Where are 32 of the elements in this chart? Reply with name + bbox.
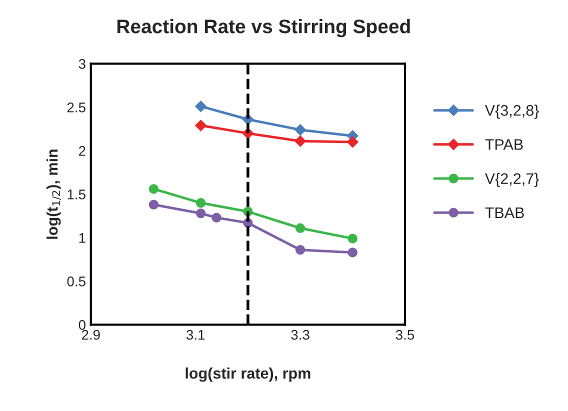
x-tick-label: 2.9 <box>82 330 100 340</box>
y-tick-label: 0 <box>78 320 86 330</box>
point <box>295 245 306 255</box>
point <box>294 124 306 136</box>
point <box>347 136 358 148</box>
y-tick-label: 1.5 <box>68 190 86 200</box>
point <box>348 234 358 244</box>
y-tick-label: 2 <box>78 146 86 156</box>
point <box>294 136 306 147</box>
x-tick-label: 3.3 <box>291 330 310 340</box>
point <box>212 212 222 223</box>
x-tick-label: 3.1 <box>186 330 205 340</box>
y-axis-title: log(t$_{1/2}$), min <box>46 150 62 239</box>
legend-label: V{3,2,8} <box>484 104 539 119</box>
y-tick-label: 0.5 <box>67 276 86 286</box>
legend-label: V{2,2,7} <box>484 172 539 188</box>
x-axis-title: log(stir rate), rpm <box>186 368 310 382</box>
point <box>195 120 206 132</box>
point <box>196 208 206 218</box>
point <box>348 248 358 258</box>
legend-label: TPAB <box>485 139 523 150</box>
point <box>195 100 206 112</box>
y-tick-label: 3 <box>78 59 86 69</box>
y-tick-label: 2.5 <box>67 102 86 112</box>
x-tick-label: 3.5 <box>396 330 414 340</box>
legend-label: TBAB <box>485 207 524 218</box>
point <box>148 184 159 194</box>
point <box>196 198 206 208</box>
y-tick-label: 1 <box>79 233 86 243</box>
point <box>148 200 159 210</box>
point <box>295 223 306 233</box>
chart-title: Reaction Rate vs Stirring Speed <box>117 19 410 38</box>
